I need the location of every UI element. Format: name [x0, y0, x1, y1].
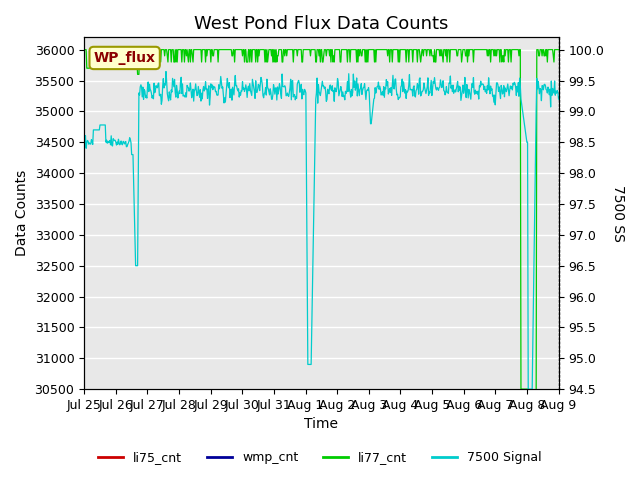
Title: West Pond Flux Data Counts: West Pond Flux Data Counts: [194, 15, 449, 33]
Legend: li75_cnt, wmp_cnt, li77_cnt, 7500 Signal: li75_cnt, wmp_cnt, li77_cnt, 7500 Signal: [93, 446, 547, 469]
X-axis label: Time: Time: [305, 418, 339, 432]
Y-axis label: 7500 SS: 7500 SS: [611, 185, 625, 241]
Text: WP_flux: WP_flux: [93, 51, 156, 65]
Y-axis label: Data Counts: Data Counts: [15, 170, 29, 256]
